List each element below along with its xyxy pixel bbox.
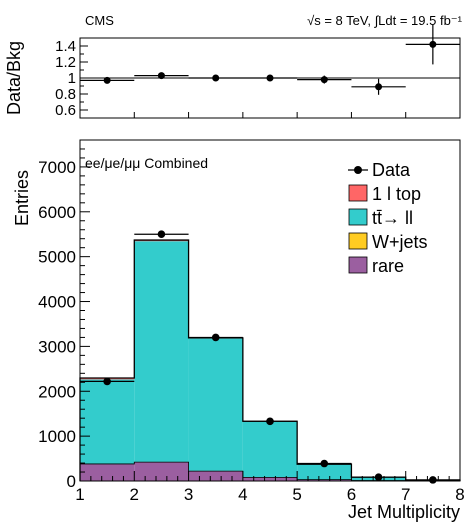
- main-x-tick-label: 4: [238, 485, 247, 504]
- legend: Data 1 l top tt̄→ ll W+jets rare: [348, 160, 428, 276]
- main-x-tick-label: 5: [292, 485, 301, 504]
- experiment-label: CMS: [85, 13, 114, 28]
- bar-rare: [134, 462, 189, 481]
- main-y-tick-label: 4000: [38, 293, 76, 312]
- main-x-tick-label: 3: [184, 485, 193, 504]
- ratio-point: [134, 72, 189, 80]
- ratio-y-axis-title: Data/Bkg: [4, 41, 24, 115]
- main-y-tick-label: 3000: [38, 337, 76, 356]
- main-y-tick-label: 0: [67, 472, 76, 491]
- legend-item: rare: [348, 256, 404, 276]
- ratio-point: [297, 75, 352, 84]
- legend-item: W+jets: [348, 232, 428, 252]
- ratio-x-axis: [79, 112, 461, 118]
- data-point: [134, 230, 189, 239]
- main-y-tick-label: 7000: [38, 158, 76, 177]
- ratio-y-tick-label: 1: [68, 70, 76, 87]
- data-point: [297, 459, 352, 468]
- bar-rare: [242, 477, 298, 481]
- ratio-point: [188, 74, 243, 82]
- ratio-point: [351, 78, 406, 95]
- main-y-tick-label: 5000: [38, 248, 76, 267]
- ratio-y-tick-label: 1.2: [55, 54, 76, 71]
- legend-item: tt̄→ ll: [348, 208, 413, 228]
- main-x-tick-label: 6: [347, 485, 356, 504]
- bar-tt-ll: [297, 464, 352, 480]
- channel-annotation: ee/μe/μμ Combined: [85, 155, 208, 171]
- ratio-y-axis: 0.60.811.21.4: [55, 38, 88, 119]
- ratio-point: [242, 74, 298, 82]
- main-x-tick-label: 8: [455, 485, 464, 504]
- energy-lumi-label: √s = 8 TeV, ∫Ldt = 19.5 fb⁻¹: [307, 13, 463, 28]
- bar-rare: [80, 463, 135, 481]
- data-point: [351, 473, 406, 481]
- legend-item: 1 l top: [348, 184, 421, 204]
- main-x-axis: 1 2 3 4 5 6 7 8: [75, 471, 465, 504]
- ratio-panel: 0.60.811.21.4 Data/Bkg: [4, 24, 461, 119]
- ratio-y-tick-label: 1.4: [55, 38, 76, 55]
- header: CMS √s = 8 TeV, ∫Ldt = 19.5 fb⁻¹: [85, 13, 463, 28]
- main-y-axis-title: Entries: [12, 170, 32, 226]
- data-point: [242, 417, 298, 426]
- bar-rare: [188, 471, 243, 481]
- main-panel: 0 1000 2000 3000 4000 5000 6000 7000 1 2 3 4 5 6 7 8 E…: [12, 139, 465, 522]
- ratio-y-tick-label: 0.8: [55, 86, 76, 103]
- bar-rare: [297, 479, 352, 481]
- legend-item: Data: [348, 160, 411, 180]
- main-x-tick-label: 7: [401, 485, 410, 504]
- bar-tt-ll: [242, 421, 298, 478]
- main-y-tick-label: 1000: [38, 427, 76, 446]
- legend-label: rare: [372, 256, 404, 276]
- data-point: [80, 377, 135, 386]
- data-point: [405, 476, 460, 484]
- main-x-tick-label: 2: [130, 485, 139, 504]
- stacked-histogram: [80, 240, 460, 481]
- main-y-tick-label: 2000: [38, 382, 76, 401]
- ratio-point: [405, 24, 460, 65]
- main-x-axis-title: Jet Multiplicity: [348, 502, 460, 522]
- legend-label: 1 l top: [372, 184, 421, 204]
- data-point: [188, 333, 243, 342]
- legend-label: tt̄→ ll: [372, 208, 413, 228]
- main-x-tick-label: 1: [75, 485, 84, 504]
- ratio-point: [80, 76, 135, 84]
- legend-label: Data: [372, 160, 411, 180]
- data-points: [80, 230, 460, 484]
- bar-tt-ll: [134, 241, 189, 462]
- bar-tt-ll: [80, 379, 135, 464]
- ratio-points: [80, 24, 460, 95]
- bar-tt-ll: [188, 338, 243, 471]
- main-y-tick-label: 6000: [38, 203, 76, 222]
- ratio-y-tick-label: 0.6: [55, 102, 76, 119]
- legend-label: W+jets: [372, 232, 428, 252]
- main-y-axis: 0 1000 2000 3000 4000 5000 6000 7000: [38, 148, 90, 491]
